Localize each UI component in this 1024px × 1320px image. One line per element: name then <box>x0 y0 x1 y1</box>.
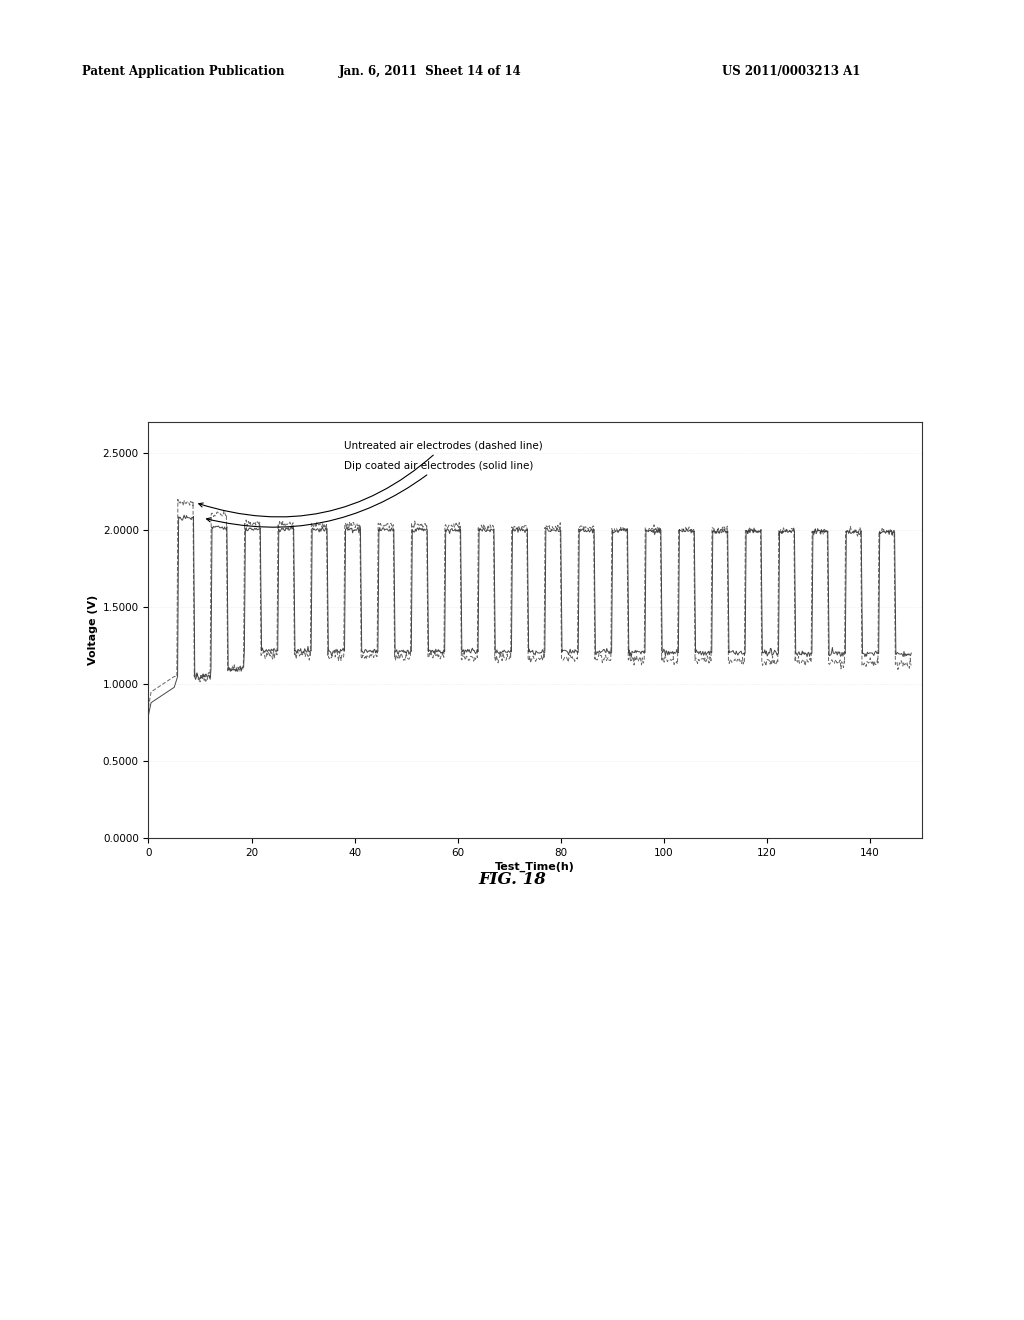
X-axis label: Test_Time(h): Test_Time(h) <box>495 862 575 873</box>
Text: FIG. 18: FIG. 18 <box>478 871 546 888</box>
Text: Jan. 6, 2011  Sheet 14 of 14: Jan. 6, 2011 Sheet 14 of 14 <box>339 65 521 78</box>
Text: Patent Application Publication: Patent Application Publication <box>82 65 285 78</box>
Y-axis label: Voltage (V): Voltage (V) <box>88 595 98 665</box>
Text: Untreated air electrodes (dashed line): Untreated air electrodes (dashed line) <box>199 441 543 517</box>
Text: Dip coated air electrodes (solid line): Dip coated air electrodes (solid line) <box>207 461 534 527</box>
Text: US 2011/0003213 A1: US 2011/0003213 A1 <box>722 65 860 78</box>
